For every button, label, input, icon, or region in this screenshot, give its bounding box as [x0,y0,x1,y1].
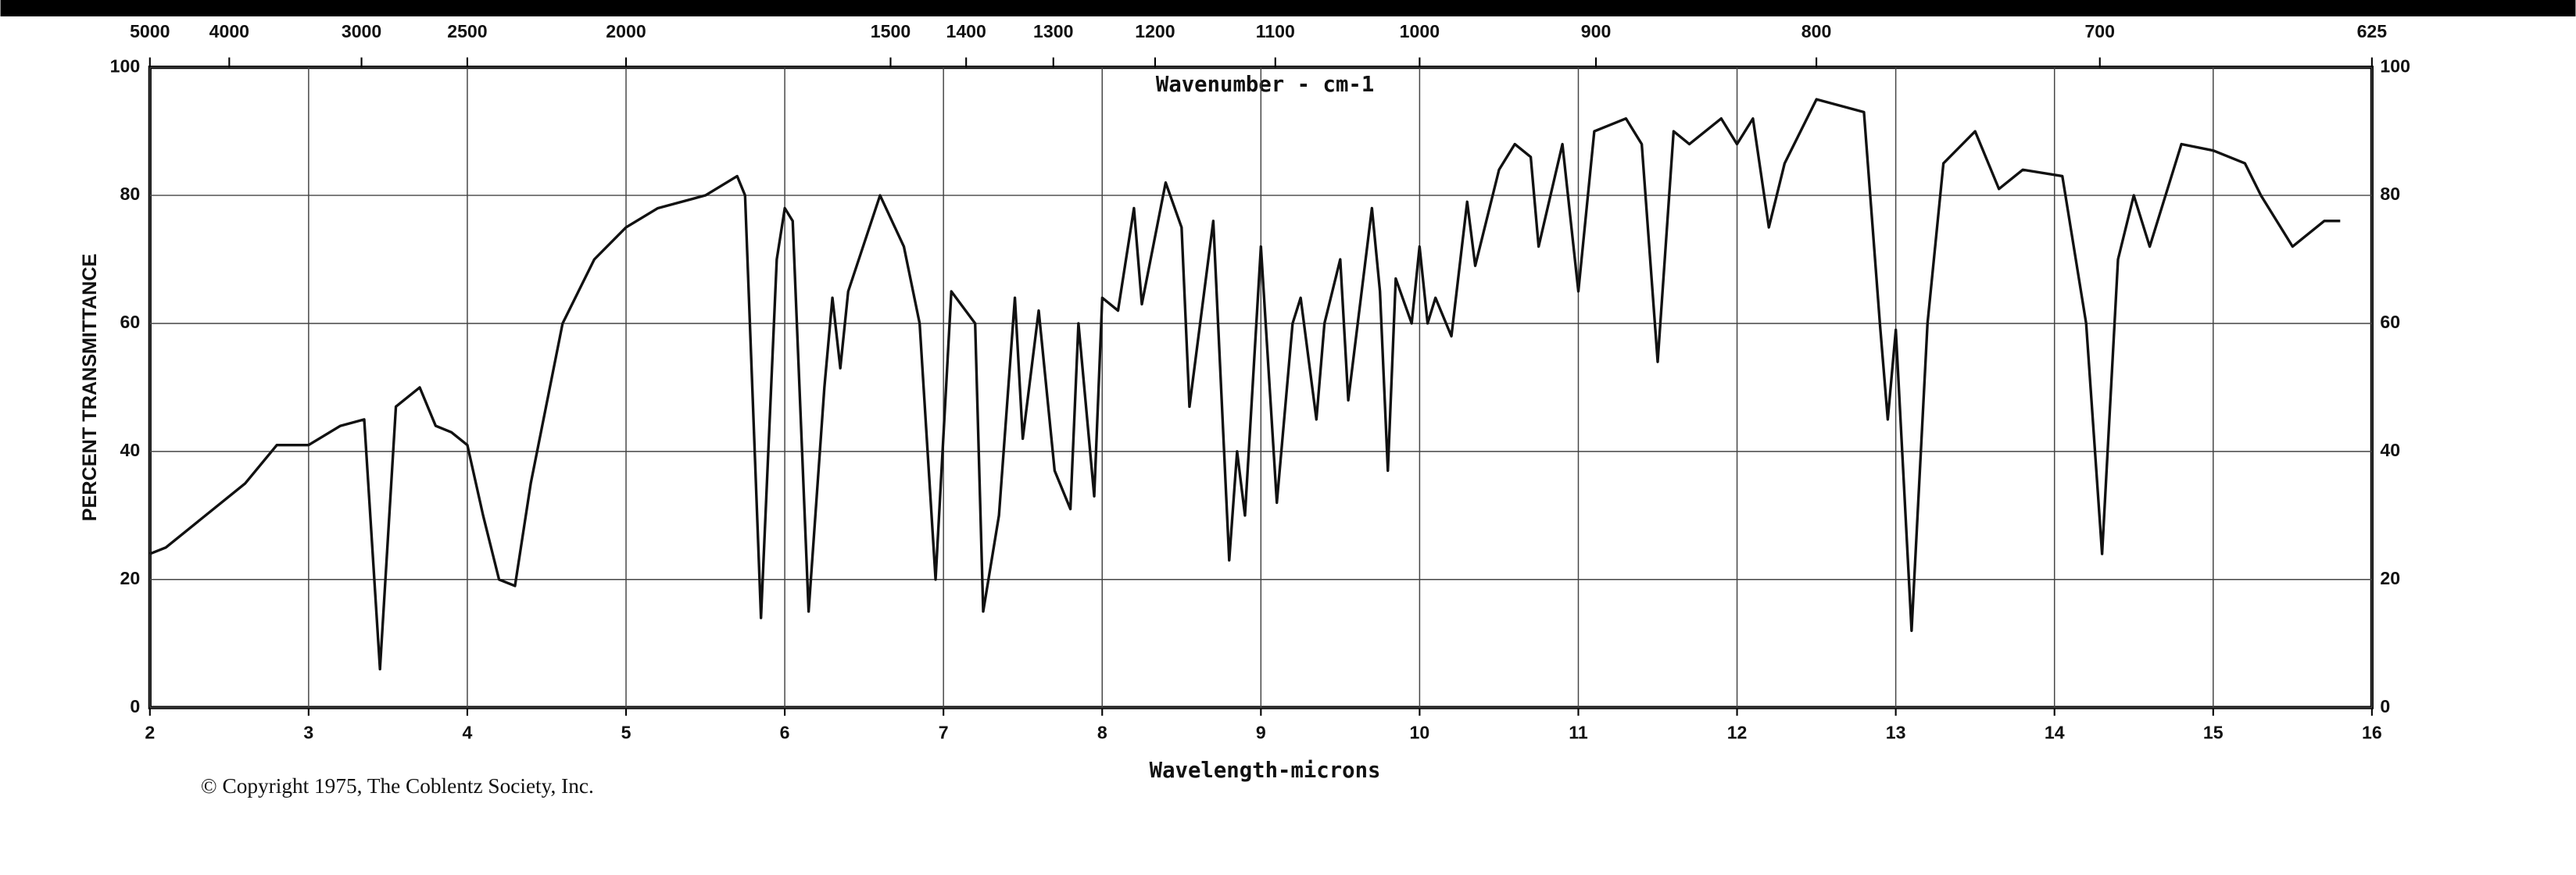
y-tick-label-right: 20 [2380,568,2400,588]
x-tick-label: 5 [621,722,631,742]
x-tick-label: 14 [2045,722,2065,742]
chart-title: Wavenumber - cm-1 [1156,73,1374,97]
top-tick-label: 700 [2084,21,2115,41]
y-tick-label-right: 100 [2380,55,2410,76]
y-tick-label: 40 [120,440,140,460]
top-tick-label: 4000 [209,21,249,41]
top-tick-label: 1000 [1400,21,1440,41]
copyright: © Copyright 1975, The Coblentz Society, … [201,774,594,798]
x-tick-label: 10 [1410,722,1430,742]
x-tick-label: 8 [1097,722,1107,742]
y-tick-label: 60 [120,312,140,332]
y-tick-label: 100 [110,55,141,76]
y-axis-label: PERCENT TRANSMITTANCE [79,254,101,522]
x-tick-label: 3 [303,722,313,742]
spectrum-line [149,98,2341,671]
top-tick-label: 2000 [606,21,646,41]
top-tick-label: 1400 [946,21,986,41]
scan-border [0,0,2576,17]
top-tick-label: 1200 [1135,21,1175,41]
top-tick-label: 625 [2357,21,2388,41]
top-tick-label: 900 [1581,21,1612,41]
y-tick-label: 20 [120,568,140,588]
top-tick-label: 1500 [871,21,911,41]
y-tick-label-right: 80 [2380,184,2400,204]
top-tick-label: 2500 [447,21,487,41]
top-tick-label: 1300 [1033,21,1073,41]
y-tick-label-right: 40 [2380,440,2400,460]
top-tick-label: 1100 [1256,21,1295,41]
top-tick-label: 5000 [130,21,170,41]
x-tick-label: 15 [2203,722,2224,742]
x-tick-label: 7 [939,722,949,742]
x-tick-label: 6 [780,722,790,742]
x-tick-label: 2 [145,722,155,742]
y-tick-label-right: 0 [2380,696,2390,716]
x-tick-label: 13 [1886,722,1906,742]
x-axis-label: Wavelength-microns [1150,759,1381,783]
y-tick-label-right: 60 [2380,312,2400,332]
top-tick-label: 3000 [342,21,381,41]
top-tick-label: 800 [1801,21,1832,41]
x-tick-label: 16 [2362,722,2382,742]
x-tick-label: 12 [1727,722,1748,742]
y-tick-label: 80 [120,184,140,204]
y-tick-label: 0 [130,696,140,716]
x-tick-label: 11 [1569,722,1588,742]
x-tick-label: 4 [463,722,473,742]
x-tick-label: 9 [1256,722,1266,742]
